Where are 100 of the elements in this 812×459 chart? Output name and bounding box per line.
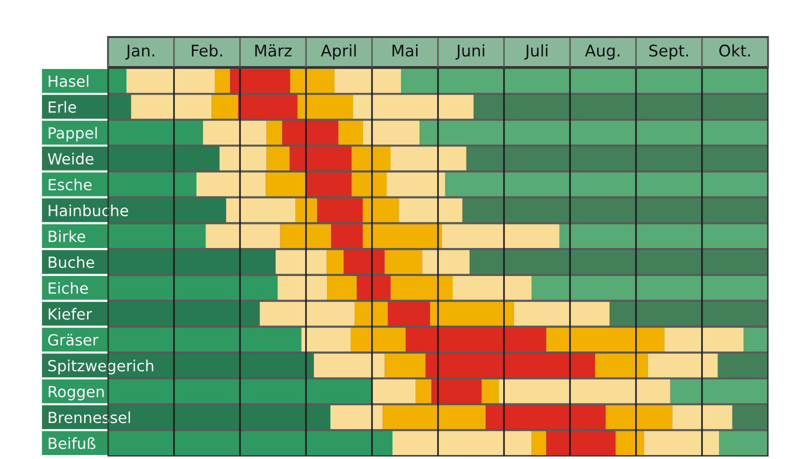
bar xyxy=(306,172,352,196)
bar xyxy=(430,302,514,326)
bar xyxy=(416,379,432,404)
bar xyxy=(442,224,560,248)
bar xyxy=(390,276,453,300)
bar xyxy=(498,379,670,404)
bar xyxy=(282,120,338,145)
bar xyxy=(317,198,363,222)
bar xyxy=(445,172,768,196)
bar xyxy=(718,354,768,378)
bar xyxy=(352,172,387,196)
bar xyxy=(670,379,768,404)
bar xyxy=(327,276,357,300)
bar xyxy=(559,224,768,248)
bar xyxy=(732,405,768,430)
bar xyxy=(616,431,644,455)
bar xyxy=(470,250,768,274)
bar xyxy=(482,379,499,404)
bar xyxy=(126,69,215,93)
bar xyxy=(644,431,720,455)
bar xyxy=(226,198,296,222)
bar xyxy=(220,146,266,170)
bar xyxy=(297,94,353,119)
bar xyxy=(384,354,426,378)
y-tick-label: Hainbuche xyxy=(48,204,128,216)
bar xyxy=(314,354,385,378)
bar xyxy=(399,198,462,222)
y-tick-label: Brennessel xyxy=(48,411,130,424)
bar xyxy=(230,69,290,93)
y-tick-label: Esche xyxy=(48,178,92,190)
bar xyxy=(474,94,768,119)
bar xyxy=(260,302,355,326)
bar xyxy=(326,250,344,274)
y-tick-label: Eiche xyxy=(48,282,88,294)
bar xyxy=(546,431,616,455)
bar xyxy=(352,146,390,170)
bar xyxy=(392,431,532,455)
bar xyxy=(648,354,718,378)
text: Sept. xyxy=(649,44,688,60)
bar xyxy=(388,302,430,326)
y-tick-label: Pappel xyxy=(48,126,97,142)
bar xyxy=(362,198,400,222)
y-tick-label: Erle xyxy=(48,100,76,113)
y-tick-label: Birke xyxy=(48,230,86,242)
bar xyxy=(466,146,768,170)
bar xyxy=(664,328,744,352)
bar xyxy=(301,328,351,352)
text: Mai xyxy=(392,44,418,57)
bar xyxy=(212,94,238,119)
bar xyxy=(276,250,326,274)
bar xyxy=(546,328,664,352)
bar xyxy=(356,276,390,300)
bar xyxy=(203,120,266,145)
bar xyxy=(196,172,266,196)
bar xyxy=(672,405,732,430)
bar xyxy=(352,94,474,119)
bar xyxy=(425,354,596,378)
text: April xyxy=(320,44,356,60)
bar xyxy=(382,405,486,430)
bar xyxy=(354,302,388,326)
text: Feb. xyxy=(192,44,222,57)
bar xyxy=(206,224,280,248)
bar xyxy=(384,250,422,274)
bar xyxy=(350,328,406,352)
bar xyxy=(338,120,363,145)
bar xyxy=(719,431,768,455)
y-tick-label: Gräser xyxy=(48,334,98,346)
bar xyxy=(431,379,482,404)
text: März xyxy=(255,44,292,57)
bar xyxy=(362,224,442,248)
bar xyxy=(334,69,402,93)
bar xyxy=(514,302,610,326)
bar xyxy=(422,250,470,274)
text: Juni xyxy=(455,44,484,60)
bar xyxy=(266,146,290,170)
bar xyxy=(406,328,546,352)
bar xyxy=(486,405,606,430)
bar xyxy=(532,431,546,455)
bar xyxy=(330,405,383,430)
y-tick-label: Weide xyxy=(48,152,94,165)
bar xyxy=(532,276,768,300)
bar xyxy=(386,172,446,196)
bar xyxy=(266,120,282,145)
bar xyxy=(390,146,466,170)
bar xyxy=(290,146,352,170)
bar xyxy=(131,94,212,119)
y-tick-label: Spitzwegerich xyxy=(48,360,154,374)
bar xyxy=(290,69,334,93)
bar xyxy=(452,276,532,300)
bar xyxy=(280,224,332,248)
bar xyxy=(744,328,768,352)
text: Okt. xyxy=(719,44,750,57)
y-tick-label: Buche xyxy=(48,256,94,268)
bar xyxy=(238,94,298,119)
bar xyxy=(278,276,328,300)
bar xyxy=(420,120,768,145)
y-tick-label: Hasel xyxy=(48,75,88,87)
y-tick-label: Beifuß xyxy=(48,437,96,450)
bar xyxy=(214,69,230,93)
text: Jan. xyxy=(125,44,154,60)
